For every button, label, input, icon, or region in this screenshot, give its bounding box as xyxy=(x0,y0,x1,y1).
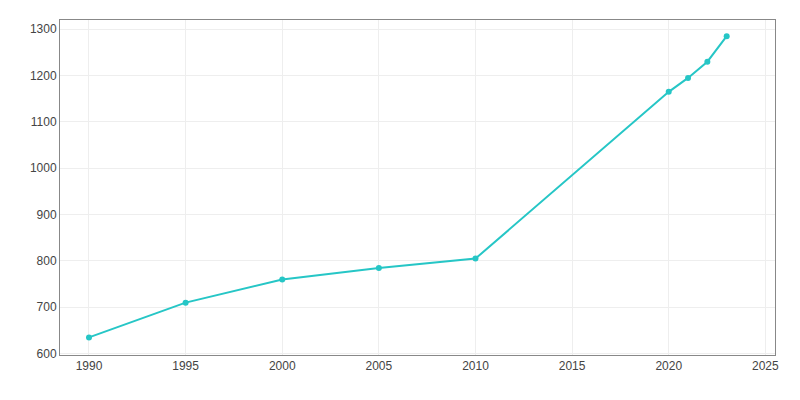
svg-text:800: 800 xyxy=(37,254,57,268)
svg-text:2015: 2015 xyxy=(559,359,586,373)
svg-text:1100: 1100 xyxy=(31,115,57,129)
svg-text:1200: 1200 xyxy=(30,69,57,83)
svg-text:2005: 2005 xyxy=(365,359,392,373)
svg-text:600: 600 xyxy=(37,347,57,361)
svg-text:1995: 1995 xyxy=(172,359,199,373)
svg-text:2020: 2020 xyxy=(655,359,682,373)
svg-text:1000: 1000 xyxy=(30,161,57,175)
svg-text:1300: 1300 xyxy=(30,22,57,36)
svg-text:2025: 2025 xyxy=(752,359,779,373)
svg-text:1990: 1990 xyxy=(76,359,103,373)
svg-text:900: 900 xyxy=(37,208,57,222)
svg-text:700: 700 xyxy=(37,300,57,314)
svg-text:2000: 2000 xyxy=(269,359,296,373)
svg-text:2010: 2010 xyxy=(462,359,489,373)
